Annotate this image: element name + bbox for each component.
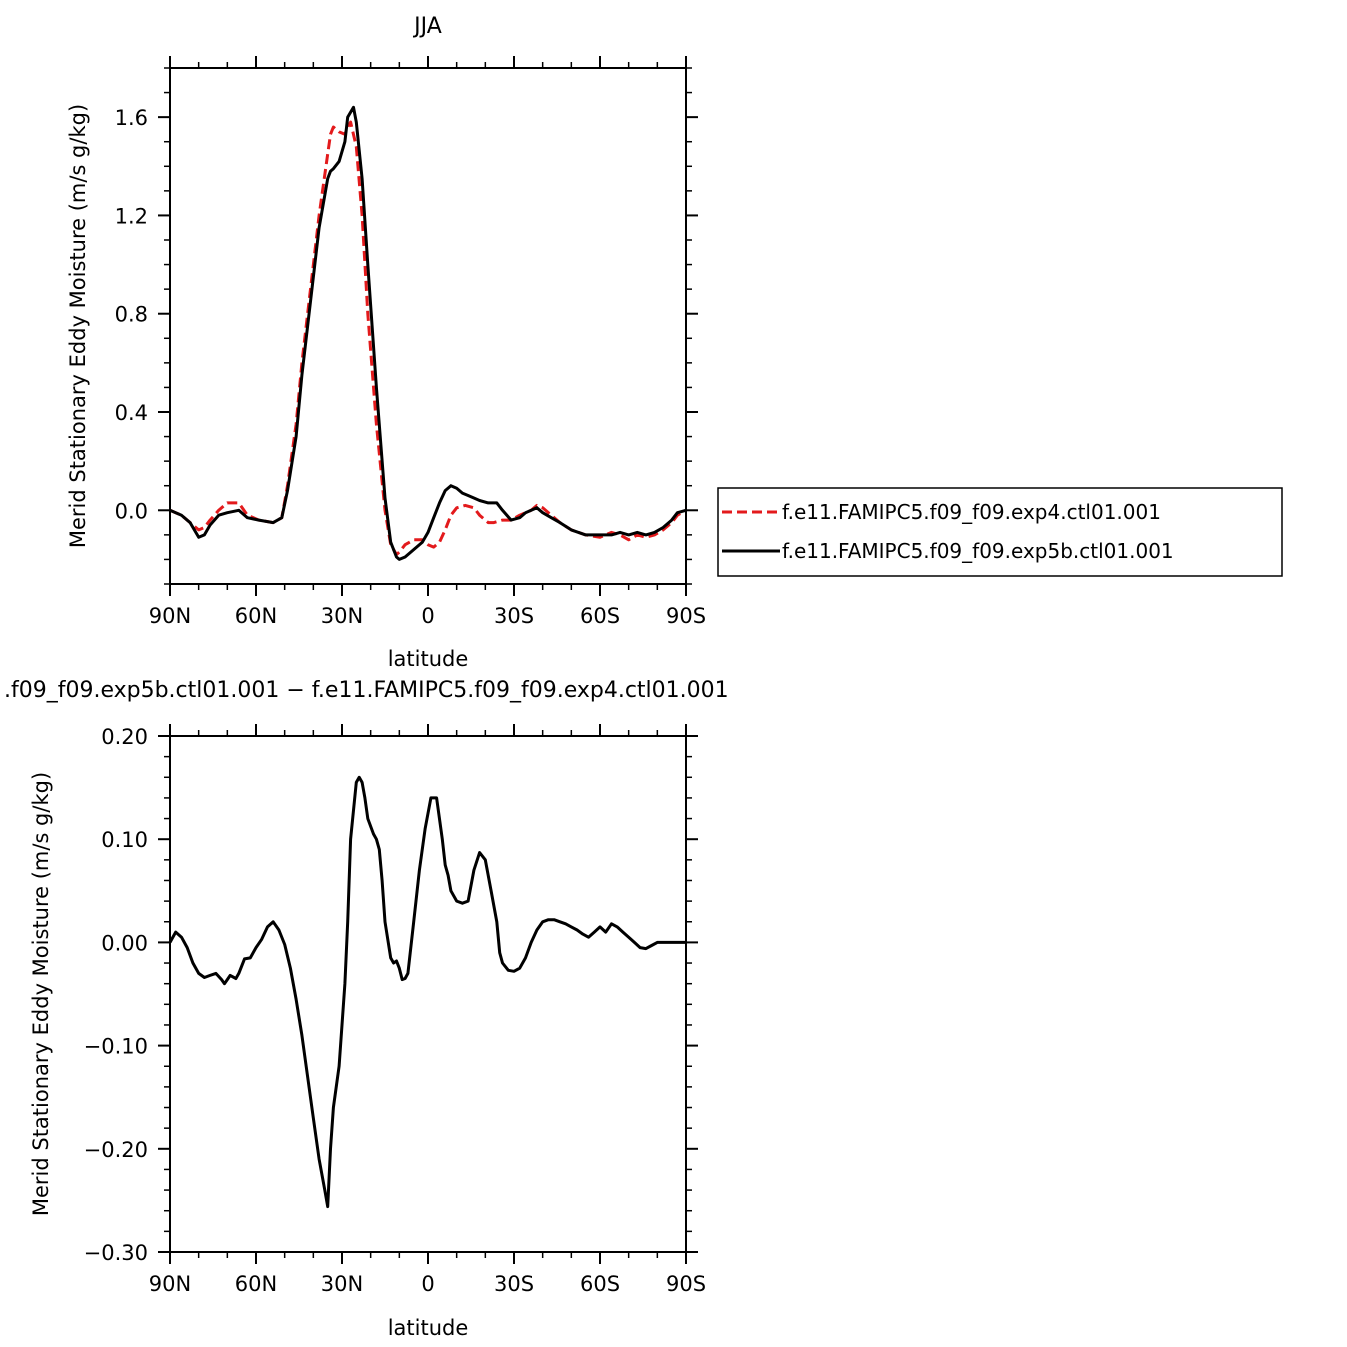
bottom-ytick-label: 0.20 [101,725,148,749]
top-series-line-1 [169,120,687,556]
bottom-xtick-label: 30N [321,1272,363,1296]
top-xtick-label: 60N [235,604,277,628]
bottom-chart-series [168,775,686,1209]
top-chart-series [169,105,687,561]
bottom-ytick-label: −0.10 [84,1035,148,1059]
bottom-xtick-label: 90S [666,1272,706,1296]
top-chart-frame [169,67,687,585]
top-ytick-label: 0.4 [115,401,148,425]
top-chart-panel: JJA 90N 60N 30N 0 30S 60S 90S 0.0 0.4 0.8 1.2 1.6 l… [66,14,1283,671]
bottom-chart-frame [169,735,687,1253]
bottom-xtick-label: 60S [580,1272,620,1296]
bottom-chart-xlabel: latitude [388,1316,469,1340]
top-xtick-label: 90N [149,604,191,628]
top-xtick-label: 90S [666,604,706,628]
top-ytick-label: 1.2 [115,204,148,228]
top-ytick-label: 0.0 [115,499,148,523]
top-xtick-label: 30S [494,604,534,628]
bottom-chart-panel: .f09_f09.exp5b.ctl01.001 − f.e11.FAMIPC5… [4,678,729,1340]
bottom-ytick-label: 0.10 [101,828,148,852]
bottom-xtick-label: 30S [494,1272,534,1296]
top-chart-xlabel: latitude [388,647,469,671]
top-chart-ylabel: Merid Stationary Eddy Moisture (m/s g/kg… [66,104,90,548]
legend-label-exp5b: f.e11.FAMIPC5.f09_f09.exp5b.ctl01.001 [782,539,1174,563]
bottom-chart-ylabel: Merid Stationary Eddy Moisture (m/s g/kg… [29,772,53,1216]
legend-label-exp4: f.e11.FAMIPC5.f09_f09.exp4.ctl01.001 [782,500,1161,524]
top-series-line-2 [169,105,687,561]
top-chart-axes: 90N 60N 30N 0 30S 60S 90S 0.0 0.4 0.8 1.2 1.6 [115,56,706,628]
top-ytick-label: 1.6 [115,106,148,130]
bottom-series-line-1 [168,775,686,1209]
bottom-ytick-label: 0.00 [101,931,148,955]
top-xtick-label: 0 [421,604,434,628]
top-chart-legend: f.e11.FAMIPC5.f09_f09.exp4.ctl01.001 f.e… [717,487,1283,577]
bottom-xtick-label: 0 [421,1272,434,1296]
top-ytick-label: 0.8 [115,303,148,327]
bottom-chart-title: .f09_f09.exp5b.ctl01.001 − f.e11.FAMIPC5… [4,678,729,703]
bottom-chart-axes: 90N 60N 30N 0 30S 60S 90S −0.30 −0.20 −0.10 0.00 0.… [84,724,706,1296]
top-xtick-label: 60S [580,604,620,628]
bottom-xtick-label: 60N [235,1272,277,1296]
top-chart-title: JJA [412,14,442,39]
legend-box [717,487,1283,577]
bottom-xtick-label: 90N [149,1272,191,1296]
bottom-ytick-label: −0.30 [84,1241,148,1265]
bottom-ytick-label: −0.20 [84,1138,148,1162]
top-xtick-label: 30N [321,604,363,628]
